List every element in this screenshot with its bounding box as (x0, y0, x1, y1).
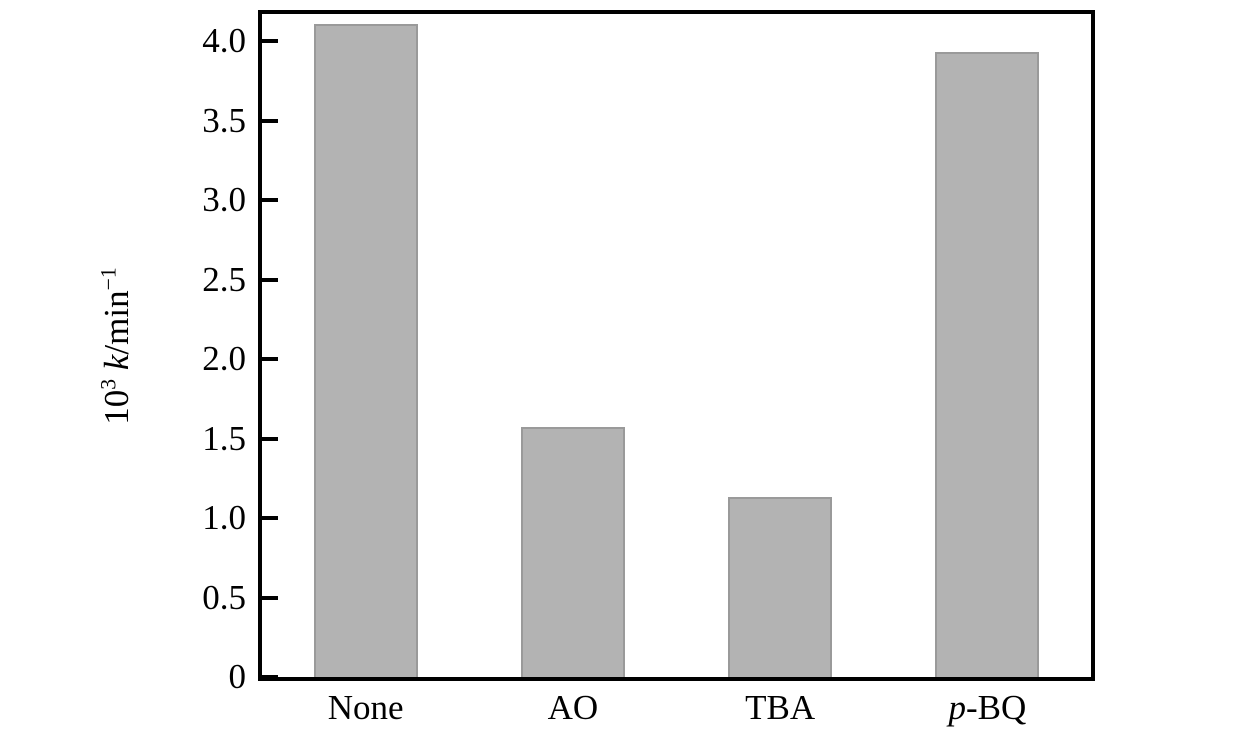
y-tick-label: 0 (228, 657, 247, 696)
y-tick-label: 1.0 (202, 498, 246, 537)
y-tick-mark (262, 675, 278, 679)
x-tick-label-none: None (327, 688, 404, 727)
x-tick-label-tba: TBA (745, 688, 816, 727)
bar-p-bq (935, 52, 1040, 677)
y-tick-label: 3.0 (202, 180, 246, 220)
y-tick-mark (262, 118, 278, 123)
x-tick-label-ao: AO (547, 688, 599, 727)
y-tick-mark (262, 198, 278, 203)
y-tick-label: 1.5 (202, 418, 246, 458)
x-tick-label-p-bq: p-BQ (948, 688, 1027, 727)
y-tick-mark (262, 277, 278, 282)
y-tick-label: 3.5 (202, 100, 246, 140)
y-tick-mark (262, 595, 278, 600)
bar-none (313, 23, 418, 677)
y-tick-mark (262, 516, 278, 520)
bar-ao (520, 427, 625, 677)
y-tick-mark (262, 357, 278, 361)
y-tick-mark (262, 39, 278, 44)
y-tick-mark (262, 436, 278, 441)
bar-tba (728, 497, 833, 677)
y-tick-label: 0.5 (202, 577, 246, 617)
y-tick-label: 4.0 (202, 21, 246, 61)
y-tick-label: 2.0 (202, 339, 246, 378)
y-tick-label: 2.5 (202, 259, 246, 299)
